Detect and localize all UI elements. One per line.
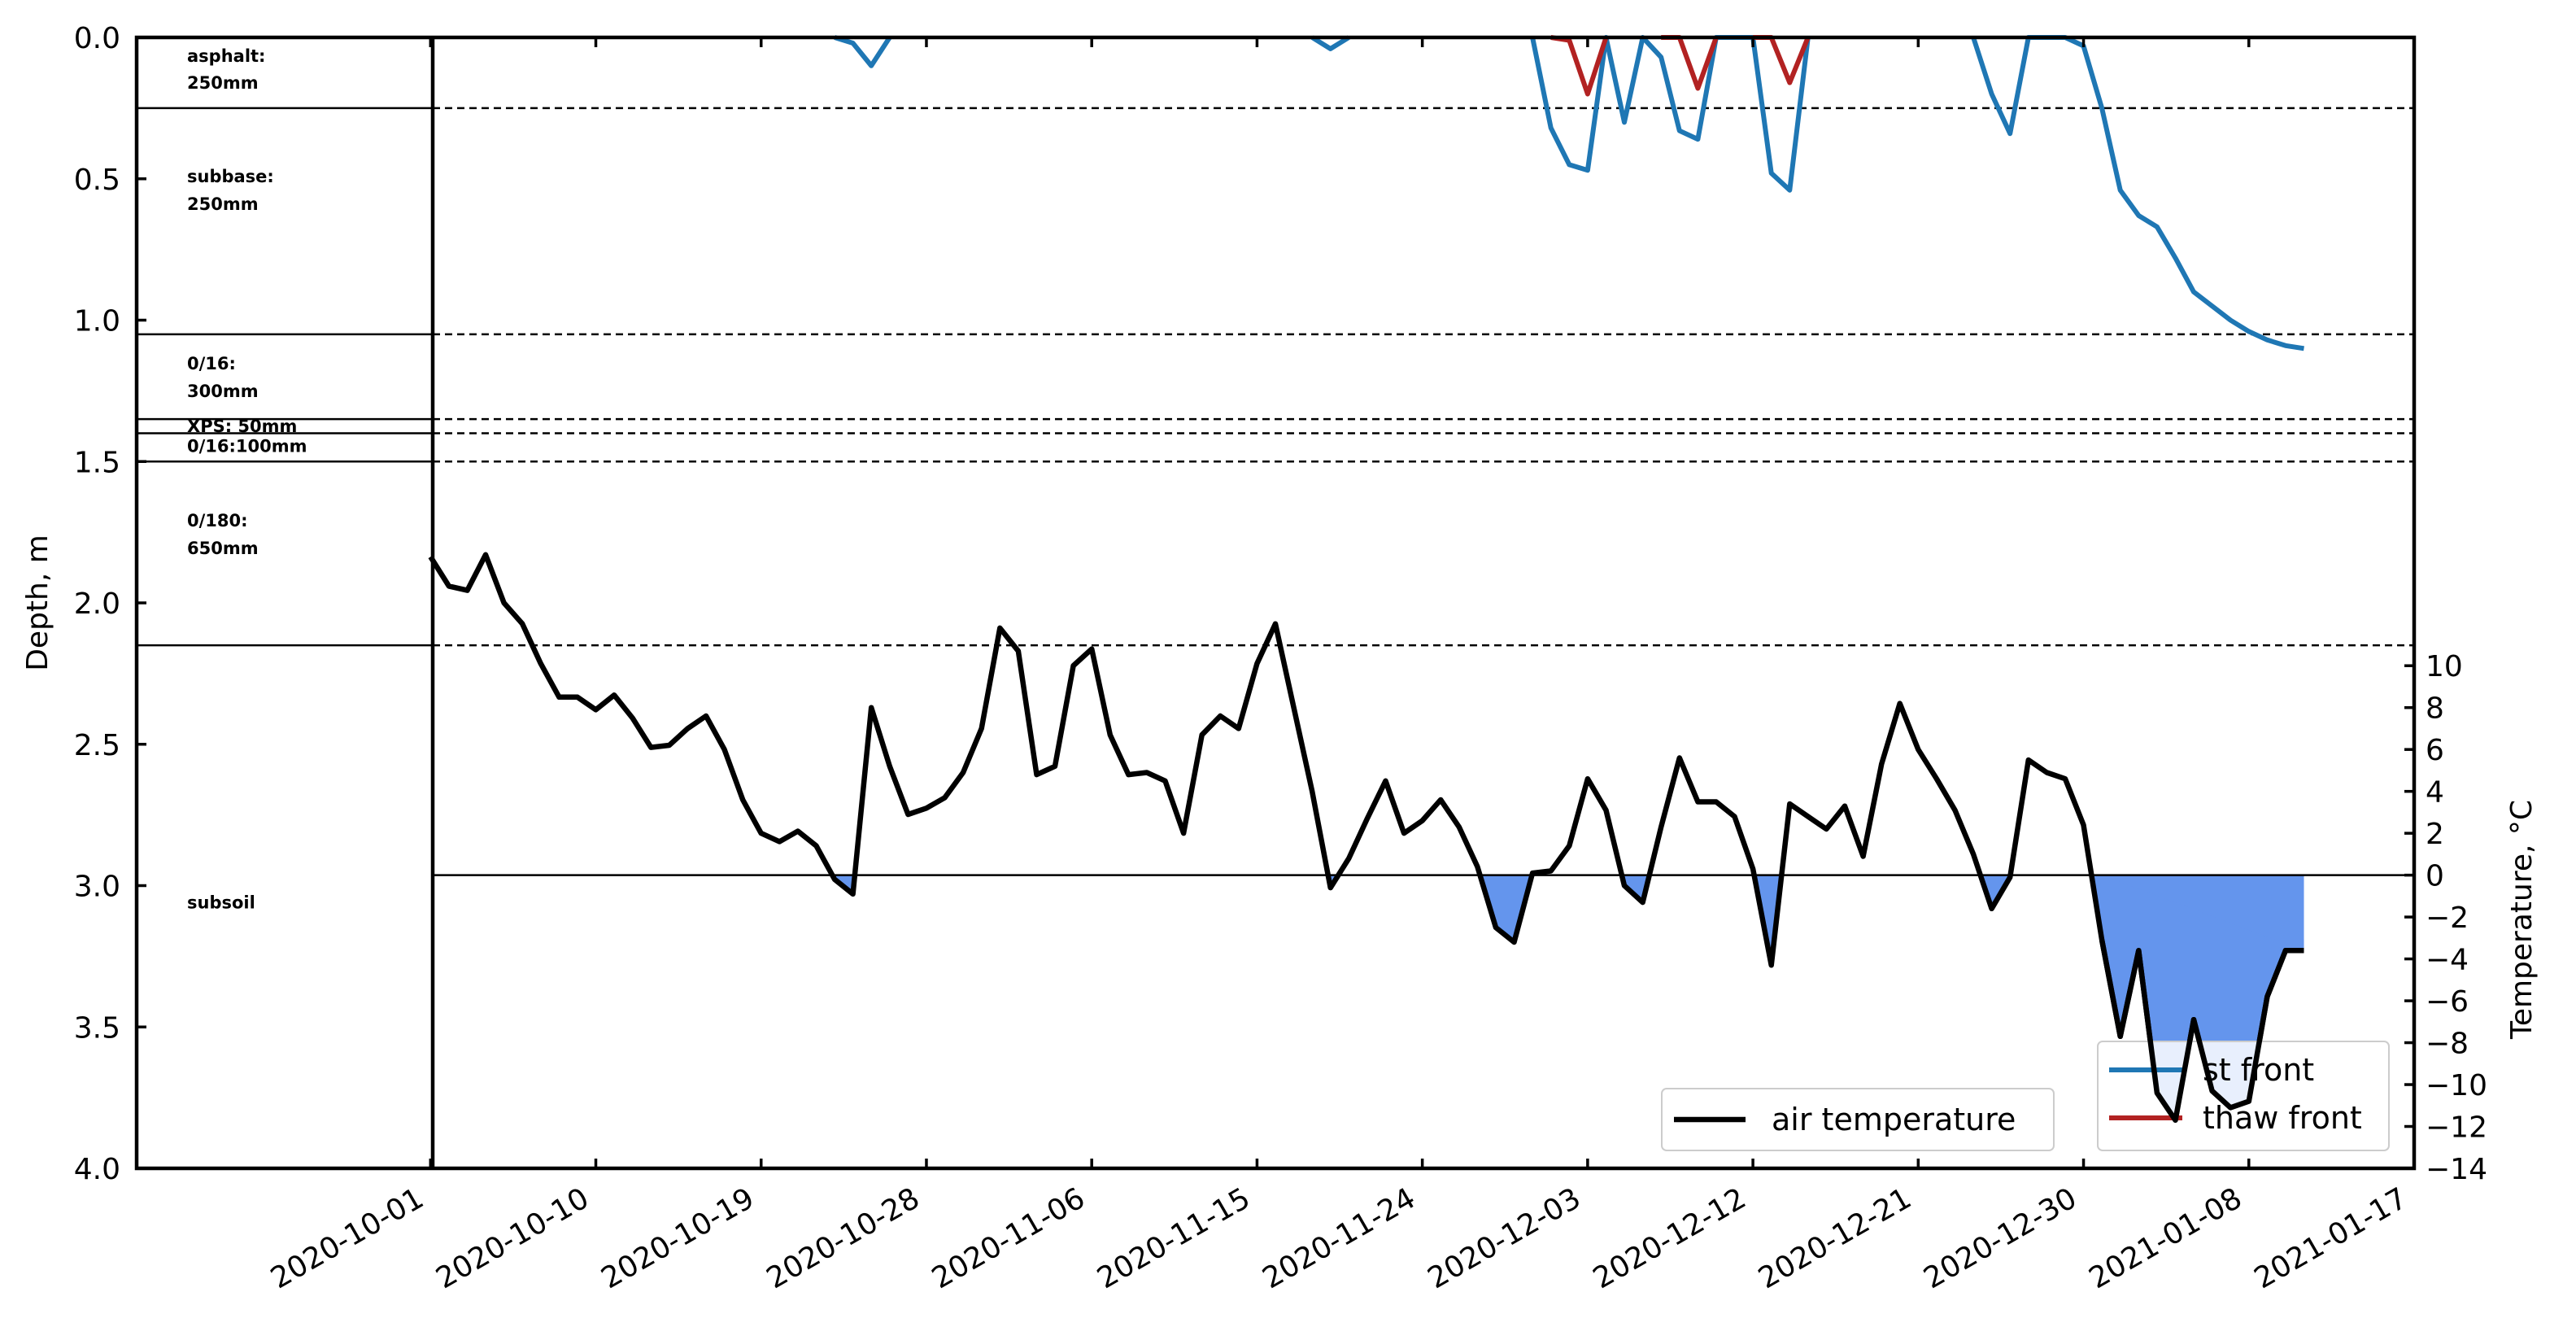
- layer-label-name: subsoil: [187, 893, 255, 912]
- temperature-tick-label: −14: [2426, 1153, 2487, 1186]
- layer-label-thickness: 300mm: [187, 382, 259, 401]
- layer-label-name: subbase:: [187, 167, 274, 186]
- layer-label-name: 0/180:: [187, 511, 248, 530]
- temperature-tick-label: 6: [2426, 734, 2444, 767]
- temperature-tick-label: −2: [2426, 901, 2469, 935]
- layer-boundaries: [137, 107, 2414, 647]
- temperature-tick-label: 8: [2426, 692, 2444, 726]
- legend-label-air-temperature: air temperature: [1772, 1102, 2016, 1137]
- temperature-tick-label: 10: [2426, 650, 2463, 683]
- temperature-tick-label: −4: [2426, 944, 2469, 977]
- temperature-tick-label: −6: [2426, 985, 2469, 1019]
- legend-air-temperature: air temperature: [1661, 1088, 2055, 1151]
- depth-tick-label: 4.0: [74, 1153, 120, 1186]
- depth-tick-label: 1.0: [74, 305, 120, 338]
- depth-axis-title: Depth, m: [21, 535, 54, 671]
- temperature-tick-label: 4: [2426, 776, 2444, 810]
- depth-tick-label: 1.5: [74, 446, 120, 479]
- freezing-area-closing: [2102, 875, 2304, 951]
- depth-tick-label: 3.0: [74, 871, 120, 904]
- layer-label-name: 0/16:100mm: [187, 437, 307, 456]
- temperature-tick-label: −10: [2426, 1069, 2487, 1102]
- layer-label-thickness: 250mm: [187, 73, 259, 93]
- layer-label-thickness: 650mm: [187, 539, 259, 558]
- temperature-tick-label: 2: [2426, 818, 2444, 851]
- temperature-axis-title: Temperature, °C: [2505, 800, 2539, 1040]
- depth-tick-label: 0.0: [74, 22, 120, 55]
- frost-front-line: [1530, 35, 1811, 193]
- layer-labels: asphalt: 250mm subbase: 250mm 0/16: 300mm XPS:…: [187, 46, 307, 912]
- layer-label-name: asphalt:: [187, 46, 265, 66]
- depth-tick-label: 2.0: [74, 587, 120, 621]
- depth-tick-label: 2.5: [74, 729, 120, 762]
- temperature-tick-label: 0: [2426, 860, 2444, 893]
- temperature-tick-label: −8: [2426, 1028, 2469, 1061]
- frost-front-line: [834, 35, 892, 68]
- freezing-area: [430, 875, 2304, 1120]
- depth-tick-label: 3.5: [74, 1011, 120, 1045]
- layer-label-name: 0/16:: [187, 354, 236, 373]
- temperature-tick-label: −12: [2426, 1111, 2487, 1145]
- layer-label-thickness: 250mm: [187, 194, 259, 214]
- legend-box: [1661, 1088, 2055, 1151]
- freezing-fill-group: [430, 875, 2304, 1120]
- layer-label-name: XPS: 50mm: [187, 417, 297, 436]
- depth-tick-label: 0.5: [74, 164, 120, 197]
- air-temperature-line-overlay: [2099, 939, 2304, 1124]
